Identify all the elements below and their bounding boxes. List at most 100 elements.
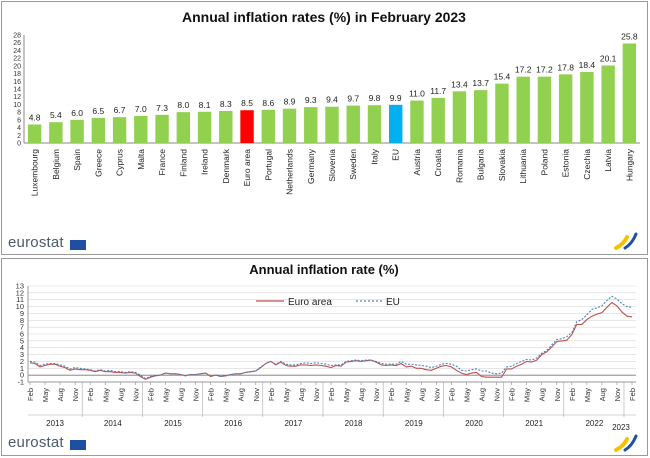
bar-value-label: 7.0 xyxy=(135,104,147,114)
bar-y-tick-label: 26 xyxy=(13,40,21,47)
bar-category-label: Netherlands xyxy=(285,149,295,195)
bar-y-tick-label: 28 xyxy=(13,33,21,40)
eurostat-logo-text: eurostat xyxy=(8,234,64,251)
bar-portugal xyxy=(261,109,275,143)
bar-latvia xyxy=(601,65,615,143)
line-y-tick-label: 5 xyxy=(20,336,24,345)
bar-value-label: 25.8 xyxy=(621,31,638,41)
line-x-month-label: Feb xyxy=(628,388,637,401)
bar-value-label: 17.2 xyxy=(515,65,532,75)
bar-y-tick-label: 0 xyxy=(17,141,21,148)
line-chart-panel: Annual inflation rate (%) -1 0 1 2 3 4 5 6 7 8 9 10… xyxy=(1,258,648,456)
bar-category-label: France xyxy=(157,149,167,176)
bar-y-tick-label: 2 xyxy=(17,133,21,140)
line-x-month-label: May xyxy=(161,388,170,402)
bar-value-label: 11.7 xyxy=(430,86,446,96)
bar-category-label: Belgium xyxy=(51,149,61,180)
line-x-year-label: 2017 xyxy=(284,419,302,428)
bar-y-tick-label: 22 xyxy=(13,56,21,63)
bar-category-label: Germany xyxy=(306,148,316,184)
bar-value-label: 6.0 xyxy=(71,108,83,118)
bar-value-label: 5.4 xyxy=(50,110,62,120)
line-x-month-label: Aug xyxy=(56,388,65,401)
bar-y-tick-label: 8 xyxy=(17,110,21,117)
line-y-tick-label: 12 xyxy=(16,288,24,297)
bar-value-label: 15.4 xyxy=(494,72,511,82)
line-x-month-label: Feb xyxy=(26,388,35,401)
line-x-year-label: 2019 xyxy=(405,419,423,428)
bar-chart: Annual inflation rates (%) in February 2… xyxy=(13,9,640,196)
line-y-tick-label: 3 xyxy=(20,350,24,359)
line-y-tick-label: 13 xyxy=(16,282,24,291)
bar-value-label: 4.8 xyxy=(29,112,41,122)
line-x-month-label: Nov xyxy=(252,388,261,402)
line-x-month-label: Nov xyxy=(613,388,622,402)
line-x-month-label: Aug xyxy=(478,388,487,401)
line-y-tick-label: 7 xyxy=(20,323,24,332)
bar-germany xyxy=(304,107,318,143)
bar-value-label: 7.3 xyxy=(156,103,168,113)
line-x-month-label: Feb xyxy=(447,388,456,401)
line-x-year-label: 2015 xyxy=(164,419,182,428)
line-x-month-label: Feb xyxy=(146,388,155,401)
line-x-month-label: May xyxy=(222,388,231,402)
eurostat-swoosh-icon xyxy=(614,232,638,250)
line-x-month-label: Feb xyxy=(267,388,276,401)
line-x-year-label: 2023 xyxy=(612,423,630,432)
bar-malta xyxy=(134,116,148,143)
bar-estonia xyxy=(558,74,573,143)
bar-value-labels: 4.8 5.4 6.0 6.5 6.7 7.0 7.3 8.0 8.1 8.3 8.5 8.6 8.9 9… xyxy=(29,31,638,122)
bar-value-label: 8.1 xyxy=(199,100,211,110)
line-x-month-label: May xyxy=(583,388,592,402)
bar-austria xyxy=(410,100,424,143)
bar-category-label: Austria xyxy=(412,149,422,176)
line-x-year-label: 2018 xyxy=(345,419,363,428)
eu-flag-icon xyxy=(70,240,86,250)
line-chart: Annual inflation rate (%) -1012345678910… xyxy=(16,262,637,432)
bar-finland xyxy=(176,112,191,143)
bar-category-label: Latvia xyxy=(603,149,613,172)
line-series-euro-area xyxy=(29,301,633,380)
bar-y-tick-label: 10 xyxy=(13,102,21,109)
bar-category-label: Bulgaria xyxy=(476,149,486,180)
line-x-month-label: May xyxy=(41,388,50,402)
bar-y-tick-label: 14 xyxy=(13,87,21,94)
bar-value-label: 9.8 xyxy=(369,93,381,103)
bar-value-label: 9.9 xyxy=(390,93,402,103)
bar-value-label: 13.4 xyxy=(451,79,468,89)
eurostat-swoosh-icon-bottom xyxy=(614,434,638,452)
bar-category-label: Lithuania xyxy=(518,149,528,184)
bar-category-label: Croatia xyxy=(433,149,443,177)
bar-category-label: Malta xyxy=(136,149,146,170)
line-x-month-label: Aug xyxy=(297,388,306,401)
bar-ireland xyxy=(197,111,212,143)
bar-value-label: 20.1 xyxy=(600,53,617,63)
line-x-month-label: Feb xyxy=(207,388,216,401)
line-y-tick-label: 10 xyxy=(16,302,24,311)
eu-flag-icon-bottom xyxy=(70,440,86,450)
bar-czechia xyxy=(580,72,594,143)
line-x-month-label: Feb xyxy=(508,388,517,401)
bar-y-tick-label: 12 xyxy=(13,94,21,101)
line-x-month-label: Feb xyxy=(387,388,396,401)
bar-chart-title: Annual inflation rates (%) in February 2… xyxy=(182,9,466,25)
line-x-year-label: 2014 xyxy=(104,419,122,428)
bar-romania xyxy=(452,91,467,143)
line-x-month-label: Nov xyxy=(192,388,201,402)
bar-eu xyxy=(389,104,403,143)
bar-category-label: Euro area xyxy=(242,149,252,187)
bar-y-tick-label: 18 xyxy=(13,71,21,78)
bar-value-label: 11.0 xyxy=(409,89,425,99)
bar-y-tick-label: 24 xyxy=(13,48,21,55)
bar-italy xyxy=(367,105,382,143)
line-x-month-label: Aug xyxy=(538,388,547,401)
line-x-month-label: Aug xyxy=(598,388,607,401)
line-x-month-label: May xyxy=(342,388,351,402)
line-x-year-label: 2020 xyxy=(465,419,483,428)
line-series xyxy=(29,295,633,380)
bar-value-label: 6.5 xyxy=(92,106,104,116)
bar-slovenia xyxy=(325,106,339,143)
bar-greece xyxy=(91,117,106,143)
bar-hungary xyxy=(622,43,637,143)
